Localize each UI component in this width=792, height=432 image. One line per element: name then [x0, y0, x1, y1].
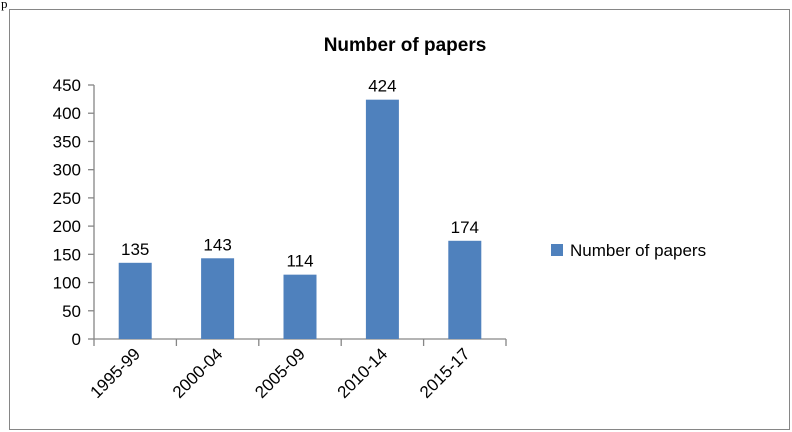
x-axis: 1995-99 2000-04 2005-09 2010-14 2015-17	[86, 338, 507, 402]
chart-title: Number of papers	[324, 35, 487, 56]
bar	[118, 262, 152, 339]
y-tick-label: 450	[53, 76, 81, 95]
bar-value-label: 114	[286, 252, 313, 271]
x-tick-label: 2005-09	[251, 344, 309, 402]
bar-value-label: 135	[121, 240, 149, 259]
bars: 135 143 114 424 174	[118, 77, 482, 339]
x-tick-label: 2015-17	[416, 344, 474, 402]
chart-area	[9, 9, 790, 430]
bar-value-label: 174	[451, 218, 479, 237]
bar	[365, 99, 399, 339]
corner-text: p	[1, 0, 8, 11]
legend-swatch	[551, 244, 563, 256]
y-tick-label: 50	[62, 302, 81, 321]
y-tick-label: 0	[72, 330, 81, 349]
y-tick-label: 400	[53, 104, 81, 123]
y-tick-label: 350	[53, 132, 81, 151]
legend-label: Number of papers	[570, 241, 706, 260]
y-axis: 0 50 100 150 200 250 300 350 400 450	[53, 76, 95, 349]
y-tick-label: 250	[53, 189, 81, 208]
x-tick-label: 1995-99	[86, 344, 144, 402]
y-tick-label: 200	[53, 217, 81, 236]
legend: Number of papers	[551, 241, 706, 260]
bar	[201, 258, 235, 339]
x-tick-label: 2000-04	[169, 344, 227, 402]
bar-value-label: 424	[368, 77, 396, 96]
bar	[283, 274, 317, 339]
y-tick-label: 100	[53, 274, 81, 293]
bar-value-label: 143	[203, 235, 231, 254]
y-tick-label: 300	[53, 161, 81, 180]
bar	[448, 240, 482, 339]
y-tick-label: 150	[53, 245, 81, 264]
x-tick-label: 2010-14	[334, 344, 392, 402]
